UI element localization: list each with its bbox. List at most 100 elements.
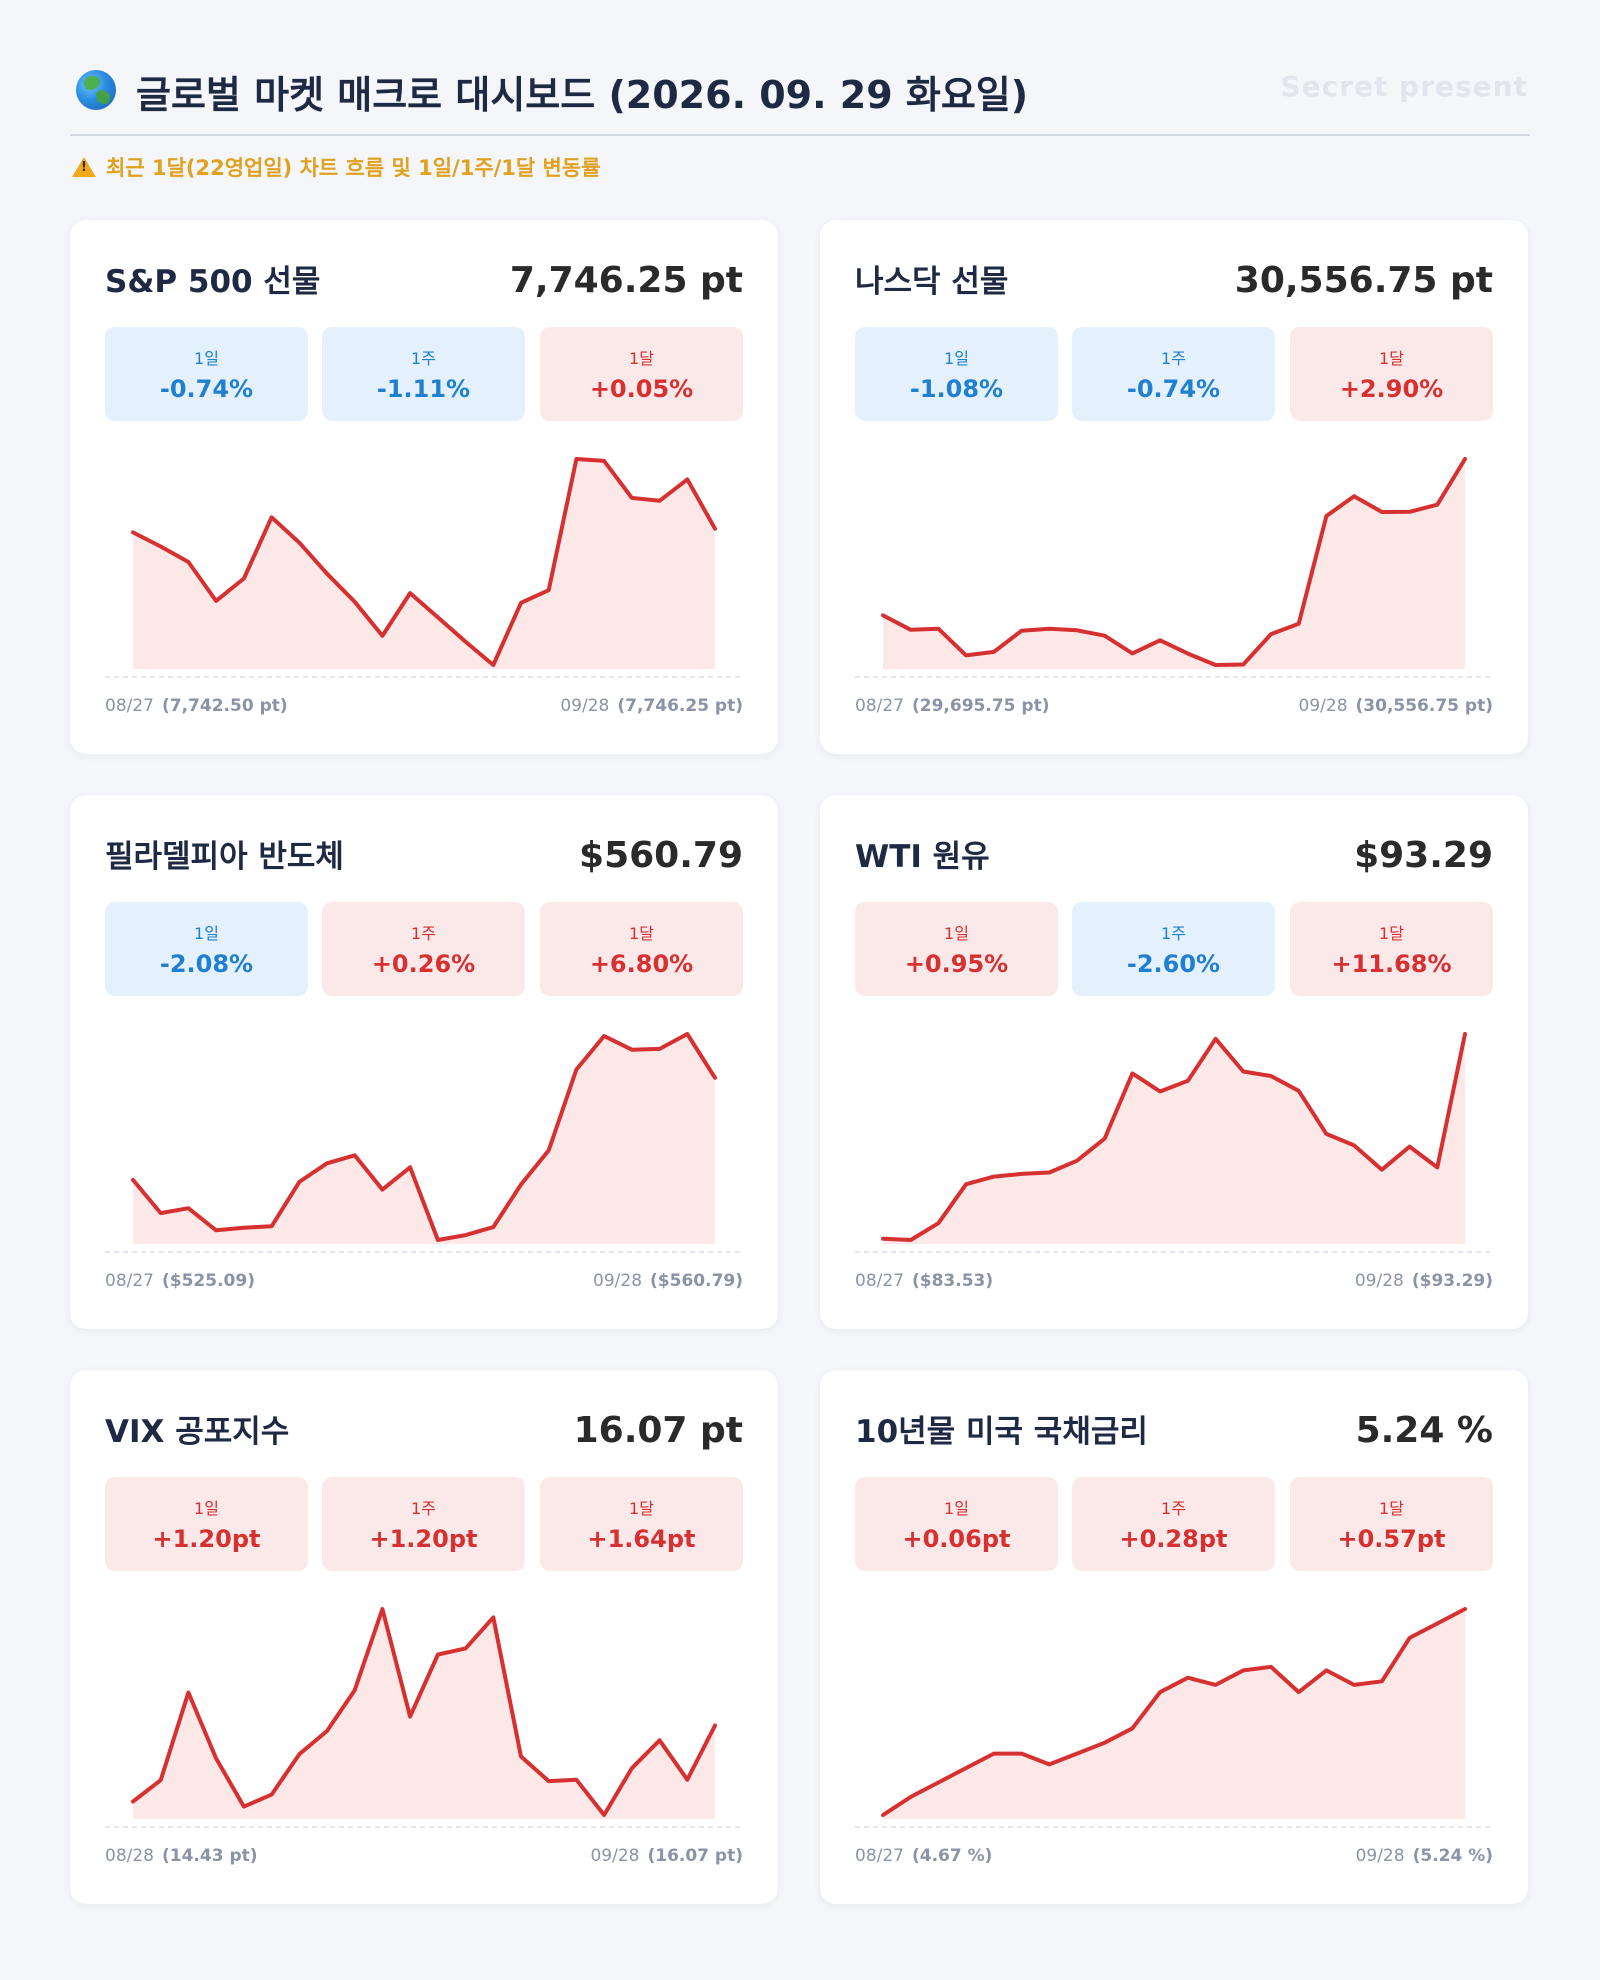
stat-1m: 1달 +1.64pt [540,1477,743,1571]
us10y-chart [855,1607,1493,1828]
stat-row: 1일 -2.08% 1주 +0.26% 1달 +6.80% [105,902,743,996]
start-date: 08/27 [855,1271,904,1291]
warning-icon [72,157,96,177]
stat-1w: 1주 -0.74% [1072,327,1275,421]
card-sp500: S&P 500 선물 7,746.25 pt 1일 -0.74% 1주 -1.11%… [70,220,778,754]
stat-value: +0.06pt [902,1525,1011,1553]
card-us10y: 10년물 미국 국채금리 5.24 % 1일 +0.06pt 1주 +0.28pt … [820,1370,1528,1904]
area-fill [133,1609,715,1819]
stat-row: 1일 +0.95% 1주 -2.60% 1달 +11.68% [855,902,1493,996]
stat-label: 1달 [1379,924,1404,943]
stat-1w: 1주 +0.26% [322,902,525,996]
end-date: 09/28 [1298,696,1348,716]
end-value: ($93.29) [1411,1271,1493,1291]
card-sox: 필라델피아 반도체 $560.79 1일 -2.08% 1주 +0.26% 1달 +6… [70,795,778,1329]
end-date: 09/28 [1355,1846,1405,1866]
stat-label: 1일 [944,349,969,368]
card-wti: WTI 원유 $93.29 1일 +0.95% 1주 -2.60% 1달 +11.68… [820,795,1528,1329]
chart-start: 08/27 (29,695.75 pt) [855,696,1049,716]
vix-chart [105,1607,743,1828]
end-value: (30,556.75 pt) [1355,696,1493,716]
stat-value: +2.90% [1339,375,1444,403]
sox-chart [105,1032,743,1253]
card-title: 10년물 미국 국채금리 [855,1414,1148,1450]
stat-1d: 1일 -0.74% [105,327,308,421]
watermark: Secret present [1280,70,1528,103]
stat-value: +0.05% [589,375,694,403]
stat-1w: 1주 +0.28pt [1072,1477,1275,1571]
stat-1d: 1일 +0.06pt [855,1477,1058,1571]
stat-label: 1달 [629,349,654,368]
stat-value: +0.95% [904,950,1009,978]
stat-1w: 1주 +1.20pt [322,1477,525,1571]
stat-value: -2.08% [159,950,254,978]
stat-1d: 1일 +0.95% [855,902,1058,996]
stat-value: +0.26% [371,950,476,978]
start-value: (29,695.75 pt) [912,696,1050,716]
stat-1d: 1일 +1.20pt [105,1477,308,1571]
start-value: ($525.09) [162,1271,255,1291]
start-value: (7,742.50 pt) [162,696,288,716]
card-title: S&P 500 선물 [105,264,321,300]
series-line [881,457,1467,667]
stat-label: 1일 [944,924,969,943]
stat-label: 1일 [194,924,219,943]
start-value: (4.67 %) [912,1846,993,1866]
stat-label: 1달 [629,1499,654,1518]
series-line [131,1032,717,1242]
card-value: 7,746.25 pt [509,260,743,301]
end-value: (5.24 %) [1412,1846,1493,1866]
start-date: 08/28 [105,1846,154,1866]
area-fill [883,459,1465,669]
chart-end: 09/28 (16.07 pt) [590,1846,743,1866]
stat-1d: 1일 -2.08% [105,902,308,996]
stat-label: 1주 [411,349,436,368]
chart-start: 08/27 ($83.53) [855,1271,993,1291]
card-value: 30,556.75 pt [1234,260,1493,301]
start-date: 08/27 [105,1271,154,1291]
page-title: 글로벌 마켓 매크로 대시보드 (2026. 09. 29 화요일) [136,73,1029,117]
stat-value: +1.20pt [152,1525,261,1553]
stat-1m: 1달 +0.05% [540,327,743,421]
chart-start: 08/28 (14.43 pt) [105,1846,258,1866]
stat-label: 1달 [629,924,654,943]
series-line [881,1607,1467,1817]
stat-label: 1일 [944,1499,969,1518]
stat-1w: 1주 -1.11% [322,327,525,421]
stat-label: 1주 [411,1499,436,1518]
card-title: VIX 공포지수 [105,1414,290,1450]
stat-1m: 1달 +0.57pt [1290,1477,1493,1571]
stat-row: 1일 -0.74% 1주 -1.11% 1달 +0.05% [105,327,743,421]
end-date: 09/28 [1354,1271,1404,1291]
stat-value: -2.60% [1126,950,1221,978]
end-date: 09/28 [590,1846,640,1866]
area-fill [883,1034,1465,1244]
stat-label: 1달 [1379,349,1404,368]
card-value: 16.07 pt [573,1410,743,1451]
stat-label: 1주 [411,924,436,943]
end-value: ($560.79) [650,1271,743,1291]
card-value: $93.29 [1354,835,1493,876]
stat-value: -0.74% [1126,375,1221,403]
stat-value: -0.74% [159,375,254,403]
stat-value: +0.57pt [1337,1525,1446,1553]
end-value: (7,746.25 pt) [617,696,743,716]
dashboard-header: 글로벌 마켓 매크로 대시보드 (2026. 09. 29 화요일) Secre… [70,60,1530,136]
stat-1w: 1주 -2.60% [1072,902,1275,996]
series-line [131,457,717,667]
stat-value: -1.11% [376,375,471,403]
stat-1m: 1달 +2.90% [1290,327,1493,421]
card-value: 5.24 % [1355,1410,1493,1451]
end-value: (16.07 pt) [647,1846,743,1866]
chart-start: 08/27 (7,742.50 pt) [105,696,288,716]
stat-label: 1일 [194,349,219,368]
card-vix: VIX 공포지수 16.07 pt 1일 +1.20pt 1주 +1.20pt 1달… [70,1370,778,1904]
chart-end: 09/28 (5.24 %) [1356,1846,1493,1866]
sp500-chart [105,457,743,678]
chart-end: 09/28 ($93.29) [1355,1271,1493,1291]
stat-value: +11.68% [1331,950,1452,978]
stat-1m: 1달 +11.68% [1290,902,1493,996]
notice-banner: 최근 1달(22영업일) 차트 흐름 및 1일/1주/1달 변동률 [72,152,601,182]
stat-label: 1주 [1161,924,1186,943]
card-title: WTI 원유 [855,839,990,875]
